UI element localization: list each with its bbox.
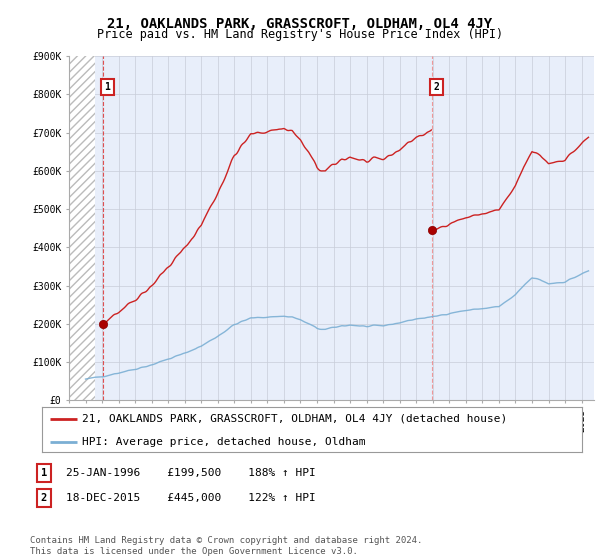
Text: Price paid vs. HM Land Registry's House Price Index (HPI): Price paid vs. HM Land Registry's House … [97,28,503,41]
Text: 21, OAKLANDS PARK, GRASSCROFT, OLDHAM, OL4 4JY: 21, OAKLANDS PARK, GRASSCROFT, OLDHAM, O… [107,17,493,31]
Text: 1: 1 [41,468,47,478]
Text: 2: 2 [433,82,439,92]
Text: 18-DEC-2015    £445,000    122% ↑ HPI: 18-DEC-2015 £445,000 122% ↑ HPI [66,493,316,503]
Text: HPI: Average price, detached house, Oldham: HPI: Average price, detached house, Oldh… [83,437,366,447]
Text: 1: 1 [104,82,110,92]
Text: 2: 2 [41,493,47,503]
Text: 21, OAKLANDS PARK, GRASSCROFT, OLDHAM, OL4 4JY (detached house): 21, OAKLANDS PARK, GRASSCROFT, OLDHAM, O… [83,414,508,424]
Text: Contains HM Land Registry data © Crown copyright and database right 2024.
This d: Contains HM Land Registry data © Crown c… [30,536,422,556]
Text: 25-JAN-1996    £199,500    188% ↑ HPI: 25-JAN-1996 £199,500 188% ↑ HPI [66,468,316,478]
